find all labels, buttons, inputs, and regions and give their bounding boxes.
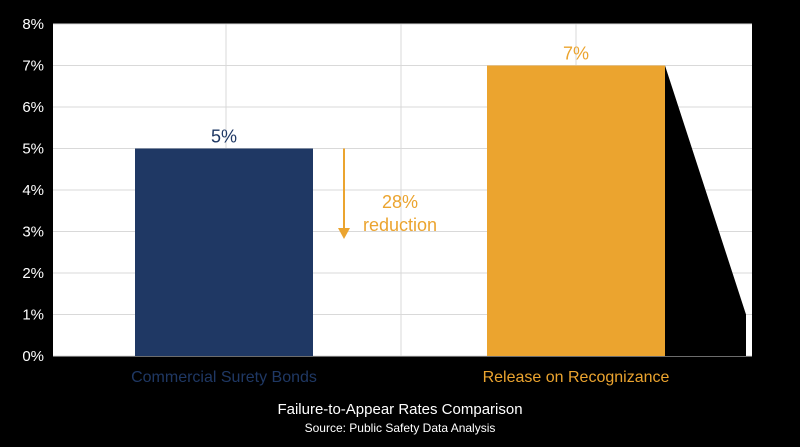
bar-value-label: 7% [563, 44, 589, 64]
category-label: Release on Recognizance [483, 369, 670, 386]
y-tick-label: 5% [22, 141, 44, 158]
chart-title: Failure-to-Appear Rates Comparison [277, 401, 523, 418]
y-tick-label: 0% [22, 348, 44, 365]
bar [487, 65, 665, 356]
bar [135, 148, 313, 356]
y-tick-label: 3% [22, 224, 44, 241]
reduction-annotation: 28% reduction [338, 148, 437, 239]
y-tick-label: 6% [22, 99, 44, 116]
y-axis: 0% 1% 2% 3% 4% 5% 6% 7% 8% [22, 16, 44, 365]
bar-value-label: 5% [211, 127, 237, 147]
annotation-arrow-head [338, 228, 350, 239]
y-tick-label: 7% [22, 58, 44, 75]
category-label: Commercial Surety Bonds [131, 369, 317, 386]
y-tick-label: 4% [22, 182, 44, 199]
y-tick-label: 2% [22, 265, 44, 282]
y-tick-label: 1% [22, 307, 44, 324]
bars: 5% Commercial Surety Bonds 7% Release on Re… [131, 44, 669, 387]
y-tick-label: 8% [22, 16, 44, 33]
annotation-text: reduction [363, 215, 437, 235]
chart-source: Source: Public Safety Data Analysis [304, 421, 496, 435]
annotation-text: 28% [382, 192, 418, 212]
bar-shadow-shape [665, 65, 746, 356]
bar-shadow [665, 65, 746, 356]
